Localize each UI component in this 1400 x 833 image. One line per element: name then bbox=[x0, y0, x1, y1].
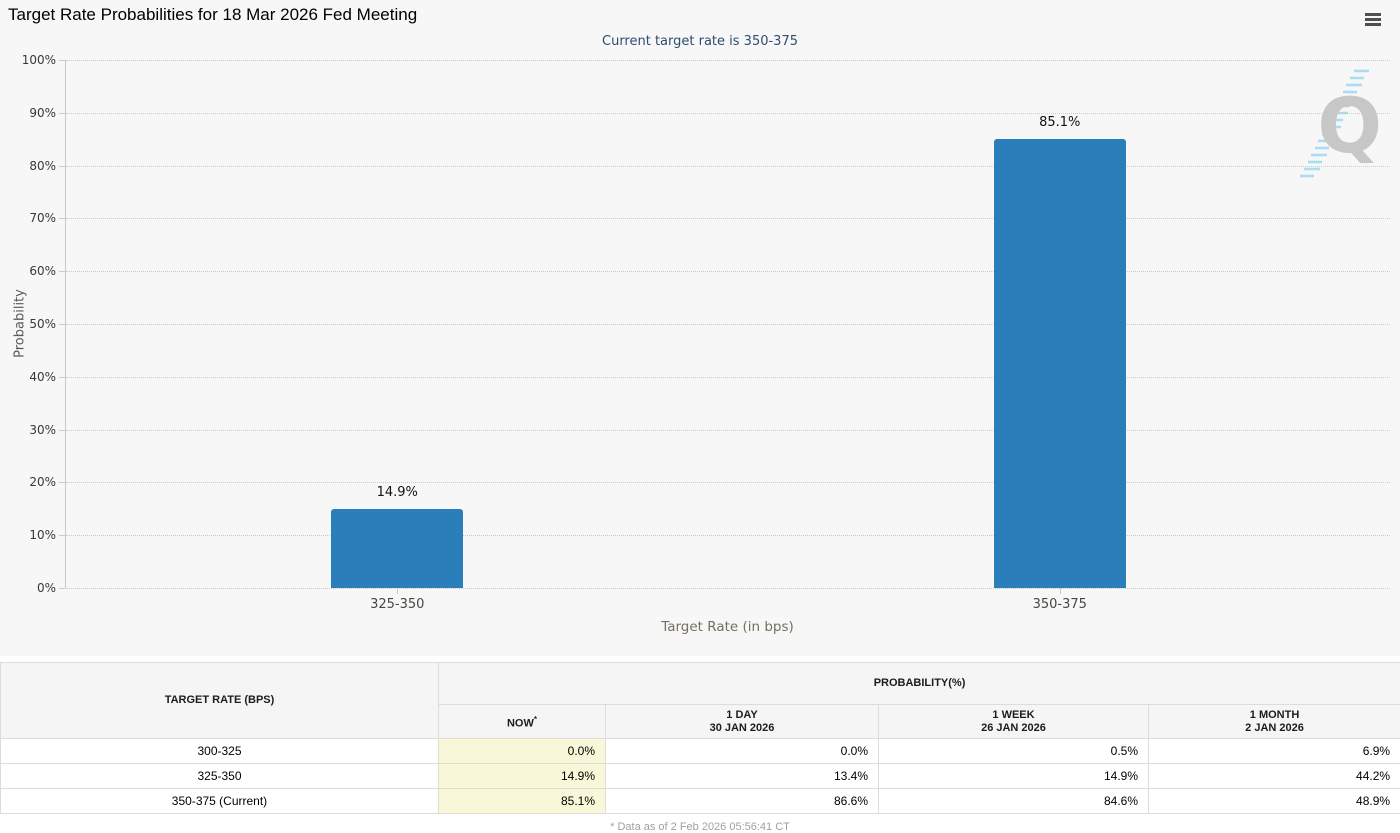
y-tick-mark bbox=[59, 113, 65, 114]
probability-cell: 44.2% bbox=[1149, 764, 1400, 789]
col-date-label: 30 JAN 2026 bbox=[607, 722, 877, 735]
y-tick-mark bbox=[59, 166, 65, 167]
gridline bbox=[66, 60, 1390, 61]
watermark-q-letter: Q bbox=[1317, 88, 1382, 164]
gridline bbox=[66, 535, 1390, 536]
y-tick-label: 60% bbox=[0, 264, 56, 278]
y-tick-mark bbox=[59, 324, 65, 325]
chart-title: Target Rate Probabilities for 18 Mar 202… bbox=[8, 5, 417, 25]
x-tick-mark bbox=[397, 588, 398, 594]
x-tick-mark bbox=[1060, 588, 1061, 594]
data-footnote: * Data as of 2 Feb 2026 05:56:41 CT bbox=[0, 821, 1400, 833]
y-tick-label: 30% bbox=[0, 423, 56, 437]
probability-cell: 13.4% bbox=[606, 764, 879, 789]
gridline bbox=[66, 113, 1390, 114]
bar-325-350[interactable] bbox=[331, 509, 463, 588]
bar-value-label: 85.1% bbox=[994, 115, 1126, 130]
chart-section: Target Rate Probabilities for 18 Mar 202… bbox=[0, 0, 1400, 656]
gridline bbox=[66, 482, 1390, 483]
table-header-now: NOW* bbox=[439, 705, 606, 739]
y-tick-mark bbox=[59, 588, 65, 589]
y-tick-mark bbox=[59, 482, 65, 483]
table-header-1day: 1 DAY 30 JAN 2026 bbox=[606, 705, 879, 739]
table-header-target-rate: TARGET RATE (BPS) bbox=[1, 663, 439, 739]
y-tick-mark bbox=[59, 430, 65, 431]
now-label: NOW bbox=[507, 717, 534, 729]
probability-cell: 85.1% bbox=[439, 789, 606, 814]
y-tick-label: 20% bbox=[0, 475, 56, 489]
chart-subtitle: Current target rate is 350-375 bbox=[0, 34, 1400, 49]
y-tick-label: 70% bbox=[0, 211, 56, 225]
probability-cell: 86.6% bbox=[606, 789, 879, 814]
table-row: 350-375 (Current)85.1%86.6%84.6%48.9% bbox=[1, 789, 1400, 814]
table-header-probability: PROBABILITY(%) bbox=[439, 663, 1400, 705]
probability-table: TARGET RATE (BPS) PROBABILITY(%) NOW* 1 … bbox=[0, 662, 1400, 814]
gridline bbox=[66, 166, 1390, 167]
y-tick-mark bbox=[59, 60, 65, 61]
x-category-label: 350-375 bbox=[985, 597, 1135, 612]
row-label: 325-350 bbox=[1, 764, 439, 789]
hamburger-icon bbox=[1365, 13, 1381, 16]
chart-menu-button[interactable] bbox=[1362, 11, 1384, 29]
y-tick-label: 0% bbox=[0, 581, 56, 595]
y-tick-mark bbox=[59, 271, 65, 272]
bar-350-375[interactable] bbox=[994, 139, 1126, 588]
probability-cell: 0.5% bbox=[879, 739, 1149, 764]
y-tick-label: 100% bbox=[0, 53, 56, 67]
gridline bbox=[66, 430, 1390, 431]
gridline bbox=[66, 324, 1390, 325]
y-tick-label: 10% bbox=[0, 528, 56, 542]
col-period-label: 1 DAY bbox=[607, 709, 877, 722]
gridline bbox=[66, 218, 1390, 219]
probability-cell: 0.0% bbox=[606, 739, 879, 764]
bar-value-label: 14.9% bbox=[331, 485, 463, 500]
table-header-1month: 1 MONTH 2 JAN 2026 bbox=[1149, 705, 1400, 739]
x-axis-title: Target Rate (in bps) bbox=[65, 619, 1390, 635]
hamburger-icon bbox=[1365, 23, 1381, 26]
y-axis-labels: 0%10%20%30%40%50%60%70%80%90%100% bbox=[0, 60, 56, 588]
probability-cell: 14.9% bbox=[439, 764, 606, 789]
probability-cell: 48.9% bbox=[1149, 789, 1400, 814]
col-period-label: 1 MONTH bbox=[1150, 709, 1399, 722]
hamburger-icon bbox=[1365, 18, 1381, 21]
probability-cell: 6.9% bbox=[1149, 739, 1400, 764]
gridline bbox=[66, 588, 1390, 589]
col-period-label: 1 WEEK bbox=[880, 709, 1147, 722]
probability-table-section: TARGET RATE (BPS) PROBABILITY(%) NOW* 1 … bbox=[0, 662, 1400, 833]
table-header-1week: 1 WEEK 26 JAN 2026 bbox=[879, 705, 1149, 739]
col-date-label: 2 JAN 2026 bbox=[1150, 722, 1399, 735]
y-tick-mark bbox=[59, 218, 65, 219]
table-header-row: TARGET RATE (BPS) PROBABILITY(%) bbox=[1, 663, 1400, 705]
probability-cell: 0.0% bbox=[439, 739, 606, 764]
gridline bbox=[66, 271, 1390, 272]
y-tick-label: 80% bbox=[0, 159, 56, 173]
probability-cell: 14.9% bbox=[879, 764, 1149, 789]
row-label: 350-375 (Current) bbox=[1, 789, 439, 814]
probability-cell: 84.6% bbox=[879, 789, 1149, 814]
y-tick-mark bbox=[59, 377, 65, 378]
col-date-label: 26 JAN 2026 bbox=[880, 722, 1147, 735]
y-tick-label: 50% bbox=[0, 317, 56, 331]
row-label: 300-325 bbox=[1, 739, 439, 764]
y-tick-label: 90% bbox=[0, 106, 56, 120]
y-tick-label: 40% bbox=[0, 370, 56, 384]
asterisk-superscript: * bbox=[534, 715, 537, 724]
x-category-label: 325-350 bbox=[322, 597, 472, 612]
gridline bbox=[66, 377, 1390, 378]
y-tick-mark bbox=[59, 535, 65, 536]
quikstrike-watermark: Q bbox=[1296, 66, 1388, 182]
